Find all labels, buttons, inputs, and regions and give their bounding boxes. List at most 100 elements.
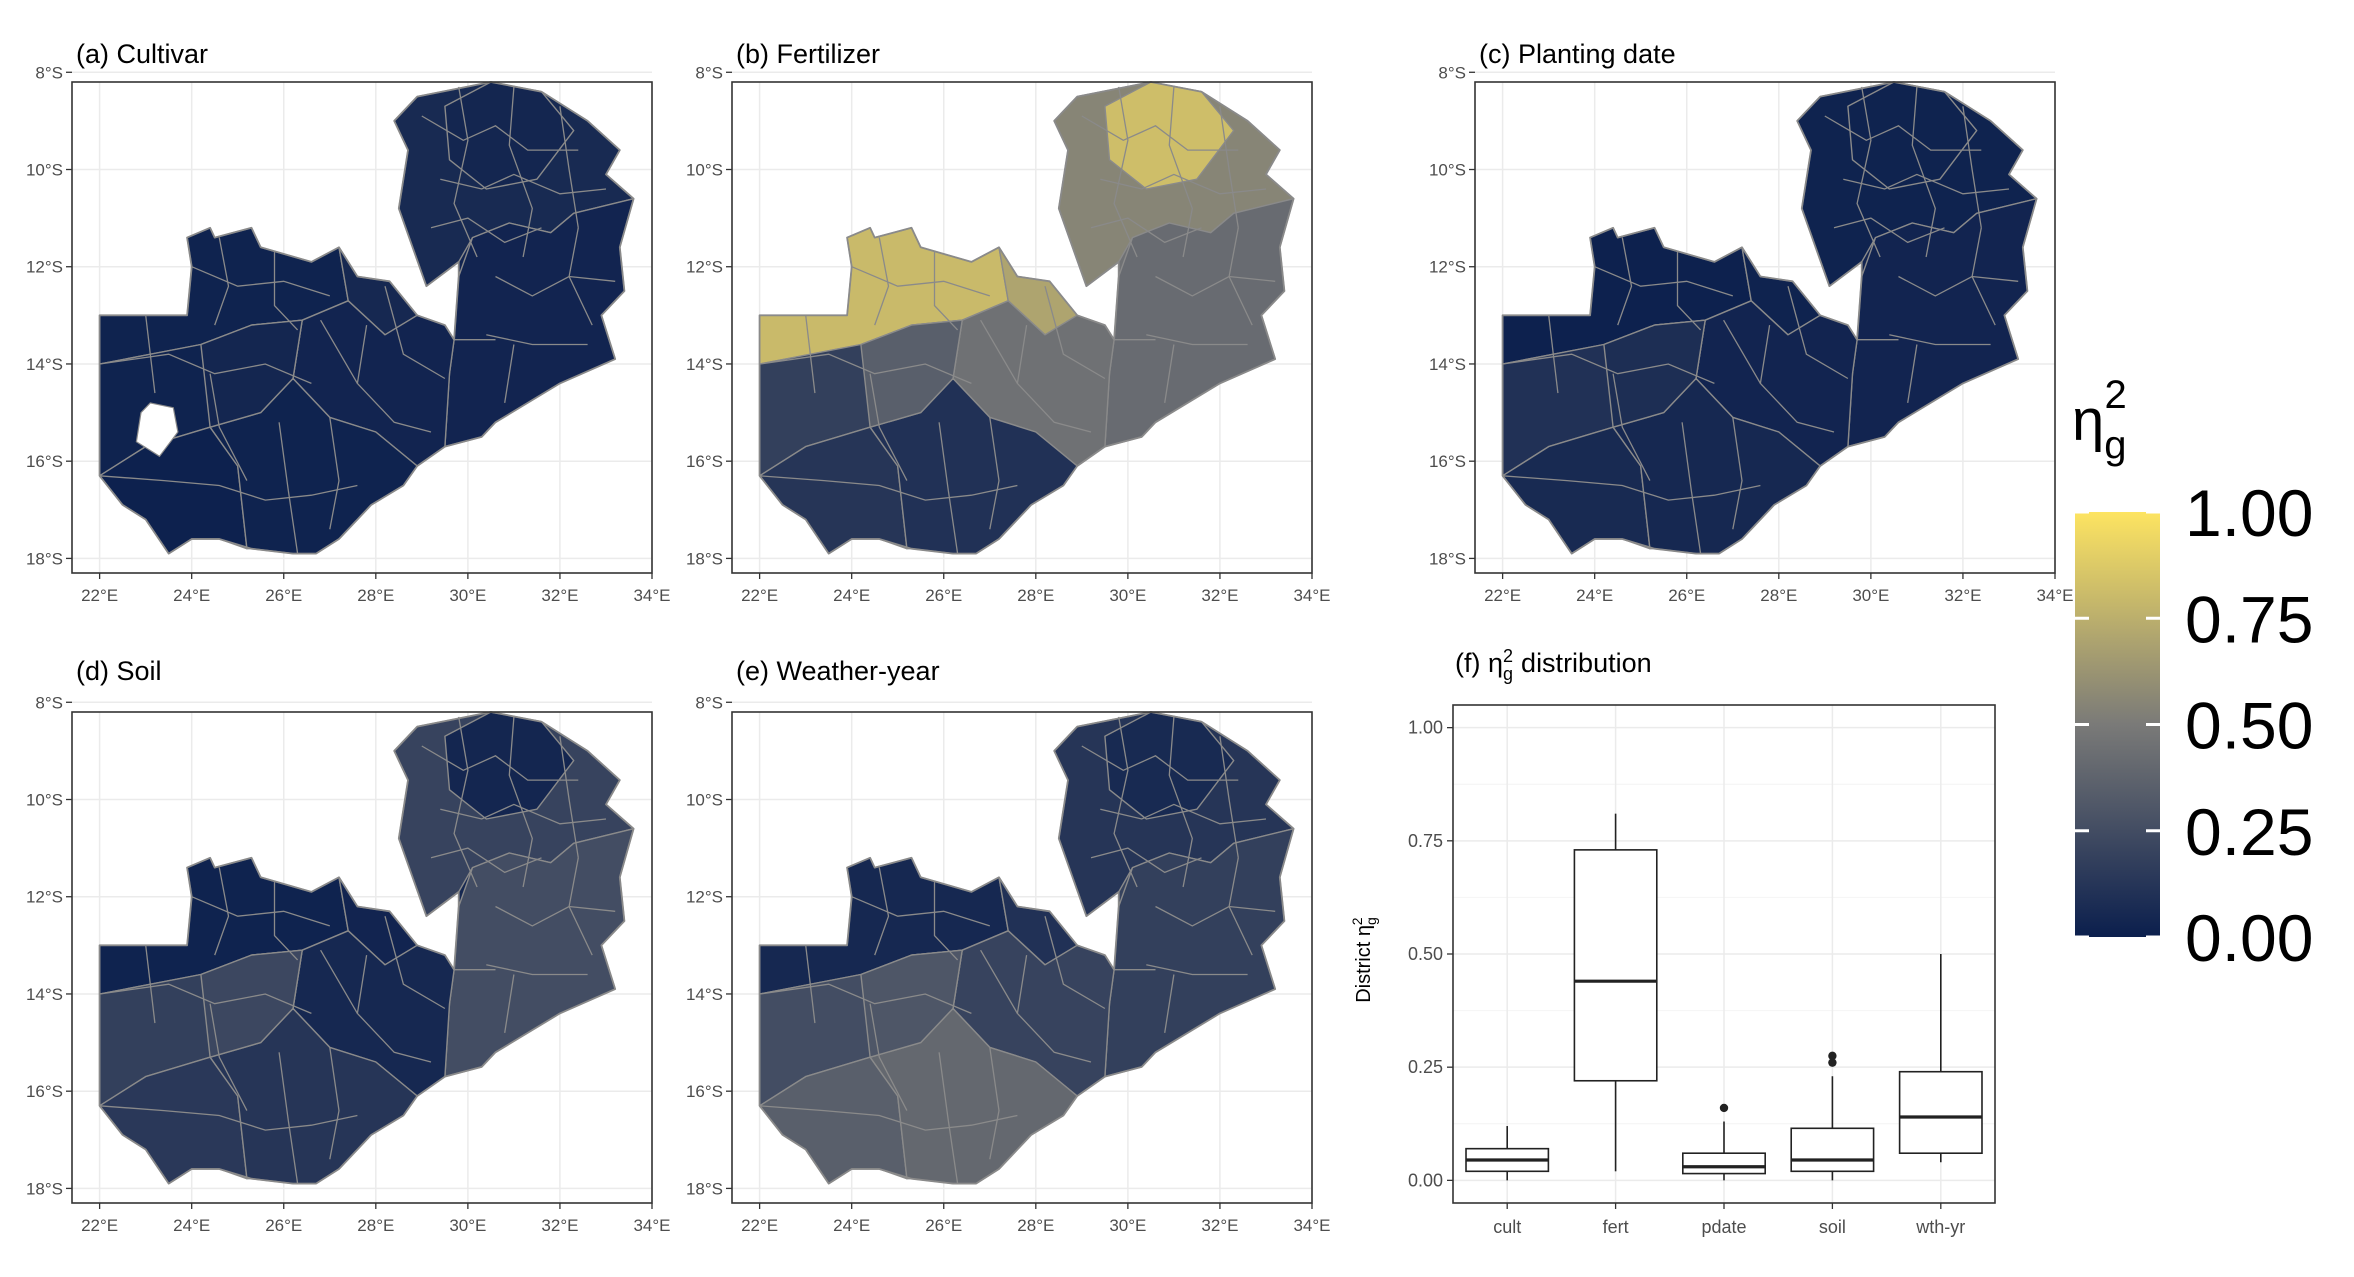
- box-iqr: [1573, 849, 1658, 1082]
- y-tick-label: 0.25: [1408, 1057, 1443, 1077]
- x-tick-label: cult: [1493, 1217, 1521, 1237]
- lon-tick-label: 28°E: [357, 1216, 394, 1235]
- box-soil: [1790, 1051, 1875, 1181]
- district-boundary: [504, 974, 515, 1034]
- lat-tick-label: 14°S: [1429, 355, 1466, 374]
- lon-tick-label: 28°E: [1760, 586, 1797, 605]
- district-boundary: [874, 237, 890, 326]
- district-region-extra: [200, 949, 303, 1058]
- x-tick-label: soil: [1819, 1217, 1846, 1237]
- lat-tick-label: 12°S: [1429, 258, 1466, 277]
- x-tick-label: wth-yr: [1915, 1217, 1965, 1237]
- district-boundary: [1168, 716, 1193, 888]
- district-boundary: [1044, 916, 1106, 1010]
- district-boundary: [1723, 319, 1761, 384]
- district-boundary: [495, 275, 616, 297]
- lon-tick-label: 34°E: [1293, 586, 1330, 605]
- lon-tick-label: 24°E: [833, 1216, 870, 1235]
- district-boundary: [508, 86, 533, 258]
- lon-tick-label: 24°E: [173, 1216, 210, 1235]
- lon-tick-label: 26°E: [925, 1216, 962, 1235]
- district-boundary: [356, 954, 432, 1063]
- lon-tick-label: 26°E: [925, 586, 962, 605]
- colorbar-tick-label: 1.00: [2185, 476, 2313, 550]
- district-boundary: [1898, 275, 2019, 297]
- y-tick-label: 0.50: [1408, 944, 1443, 964]
- district-boundary: [1502, 475, 1761, 501]
- panel-border: [71, 711, 653, 1204]
- box-cult: [1465, 1126, 1550, 1181]
- lat-tick-label: 16°S: [26, 452, 63, 471]
- district-boundary: [508, 716, 533, 888]
- map-panel-1: (a) Cultivar 22°E 24°E 26°E 28°E 30°E 32°E 34°E…: [26, 39, 671, 605]
- district-boundary: [933, 882, 959, 961]
- title-sup: 2: [1503, 646, 1513, 666]
- district-boundary: [453, 86, 478, 258]
- district-boundary: [1833, 217, 1945, 244]
- district-boundary: [559, 736, 579, 858]
- district-boundary: [145, 315, 156, 394]
- district-boundary: [1090, 217, 1202, 244]
- district-boundary: [1502, 353, 1715, 384]
- district-boundary: [805, 945, 816, 1024]
- lat-tick-label: 14°S: [26, 985, 63, 1004]
- district-boundary: [1100, 173, 1267, 195]
- lat-tick-label: 16°S: [1429, 452, 1466, 471]
- district-boundary: [486, 334, 588, 346]
- district-boundary: [421, 745, 579, 781]
- district-region-extra: [1603, 319, 1706, 428]
- district-boundary: [1962, 106, 1982, 228]
- lat-tick-label: 10°S: [1429, 161, 1466, 180]
- district-boundary: [1681, 422, 1702, 554]
- district-boundary: [1219, 106, 1239, 228]
- country-outline: [758, 711, 1295, 1185]
- lat-tick-label: 12°S: [26, 258, 63, 277]
- title-suffix: distribution: [1521, 648, 1652, 678]
- lat-tick-label: 12°S: [26, 888, 63, 907]
- lat-tick-label: 14°S: [26, 355, 63, 374]
- lon-tick-label: 28°E: [1017, 1216, 1054, 1235]
- district-boundary: [980, 319, 1018, 384]
- district-boundary: [759, 353, 972, 384]
- district-boundary: [145, 945, 156, 1024]
- district-boundary: [99, 1105, 358, 1131]
- district-boundary: [938, 422, 959, 554]
- ylabel-sup: 2: [1349, 917, 1365, 925]
- district-boundary: [1732, 417, 1743, 530]
- lat-tick-label: 18°S: [1429, 549, 1466, 568]
- lon-tick-label: 22°E: [741, 1216, 778, 1235]
- district-boundary: [214, 237, 230, 326]
- lat-tick-label: 18°S: [26, 549, 63, 568]
- lon-tick-label: 34°E: [2036, 586, 2073, 605]
- panel-border: [731, 711, 1313, 1204]
- x-tick-label: pdate: [1701, 1217, 1746, 1237]
- district-boundary: [191, 896, 330, 927]
- lon-tick-label: 30°E: [449, 586, 486, 605]
- lon-tick-label: 30°E: [1109, 1216, 1146, 1235]
- lon-tick-label: 28°E: [1017, 586, 1054, 605]
- lon-tick-label: 26°E: [265, 586, 302, 605]
- outlier-point: [1828, 1051, 1837, 1061]
- y-tick-label: 0.00: [1408, 1170, 1443, 1190]
- lat-tick-label: 10°S: [26, 791, 63, 810]
- district-boundary: [1146, 964, 1248, 976]
- colorbar: [2075, 512, 2160, 937]
- district-boundary: [1164, 974, 1175, 1034]
- district-boundary: [1100, 803, 1267, 825]
- district-boundary: [273, 252, 299, 331]
- panel-border: [731, 81, 1313, 574]
- lon-tick-label: 30°E: [1852, 586, 1889, 605]
- colorbar-tick-label: 0.00: [2185, 901, 2313, 975]
- colorbar-tick-label: 0.75: [2185, 582, 2313, 656]
- district-boundary: [273, 882, 299, 961]
- district-boundary: [430, 847, 542, 874]
- district-boundary: [214, 867, 230, 956]
- district-boundary: [874, 867, 890, 956]
- district-region-extra: [860, 949, 963, 1058]
- panel-title: (b) Fertilizer: [736, 39, 880, 69]
- district-boundary: [1856, 86, 1881, 258]
- boxplot-panel: (f) ηg2 distribution0.000.250.500.751.00c…: [1349, 646, 1996, 1237]
- district-boundary: [759, 1105, 1018, 1131]
- lon-tick-label: 22°E: [81, 1216, 118, 1235]
